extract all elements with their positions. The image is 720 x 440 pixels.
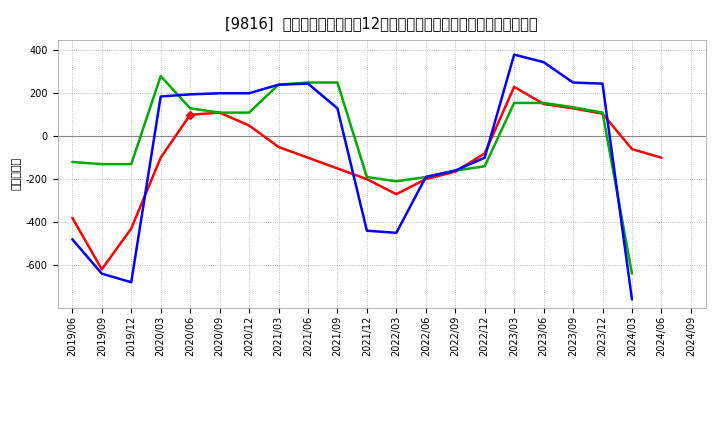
- 営業CF: [186, 112, 194, 117]
- 営業CF: [657, 155, 666, 160]
- 営業CF: [480, 151, 489, 156]
- 投賃CF: [333, 80, 342, 85]
- 投賃CF: [392, 179, 400, 184]
- 営業CF: [97, 267, 106, 272]
- 営業CF: [156, 155, 165, 160]
- 投賃CF: [156, 73, 165, 79]
- 営業CF: [451, 169, 459, 174]
- 営業CF: [510, 84, 518, 89]
- フリーCF: [274, 82, 283, 87]
- 営業CF: [333, 166, 342, 171]
- 投賃CF: [421, 174, 430, 180]
- 投賃CF: [215, 110, 224, 115]
- 投賃CF: [97, 161, 106, 167]
- フリーCF: [245, 91, 253, 96]
- フリーCF: [451, 168, 459, 173]
- 投賃CF: [363, 174, 372, 180]
- フリーCF: [510, 52, 518, 57]
- 投賃CF: [480, 164, 489, 169]
- 投賃CF: [68, 159, 76, 165]
- フリーCF: [304, 81, 312, 86]
- フリーCF: [480, 155, 489, 160]
- Line: 投賃CF: 投賃CF: [72, 76, 632, 274]
- 投賃CF: [451, 168, 459, 173]
- 営業CF: [539, 101, 548, 106]
- 投賃CF: [245, 110, 253, 115]
- フリーCF: [333, 106, 342, 111]
- フリーCF: [569, 80, 577, 85]
- 営業CF: [569, 106, 577, 111]
- 投賃CF: [569, 105, 577, 110]
- 営業CF: [68, 215, 76, 220]
- フリーCF: [186, 92, 194, 97]
- 営業CF: [215, 110, 224, 115]
- フリーCF: [628, 297, 636, 302]
- 営業CF: [392, 191, 400, 197]
- フリーCF: [539, 59, 548, 65]
- フリーCF: [363, 228, 372, 233]
- フリーCF: [421, 174, 430, 180]
- 投賃CF: [274, 82, 283, 87]
- Y-axis label: （百万円）: （百万円）: [12, 157, 22, 191]
- フリーCF: [68, 237, 76, 242]
- 投賃CF: [539, 100, 548, 106]
- 投賃CF: [304, 80, 312, 85]
- 営業CF: [127, 226, 135, 231]
- 投賃CF: [628, 271, 636, 276]
- 営業CF: [363, 176, 372, 182]
- 投賃CF: [127, 161, 135, 167]
- 営業CF: [304, 155, 312, 160]
- フリーCF: [156, 94, 165, 99]
- フリーCF: [215, 91, 224, 96]
- フリーCF: [392, 230, 400, 235]
- 営業CF: [421, 176, 430, 182]
- 営業CF: [245, 123, 253, 128]
- 営業CF: [598, 111, 607, 116]
- Line: フリーCF: フリーCF: [72, 55, 632, 299]
- 営業CF: [274, 144, 283, 150]
- Line: 営業CF: 営業CF: [72, 87, 662, 269]
- フリーCF: [598, 81, 607, 86]
- Title: [9816]  キャッシュフローの12か月移動合計の対前年同期増減額の推移: [9816] キャッシュフローの12か月移動合計の対前年同期増減額の推移: [225, 16, 538, 32]
- フリーCF: [127, 279, 135, 285]
- 投賃CF: [510, 100, 518, 106]
- フリーCF: [97, 271, 106, 276]
- 投賃CF: [598, 110, 607, 115]
- 営業CF: [628, 147, 636, 152]
- 投賃CF: [186, 106, 194, 111]
